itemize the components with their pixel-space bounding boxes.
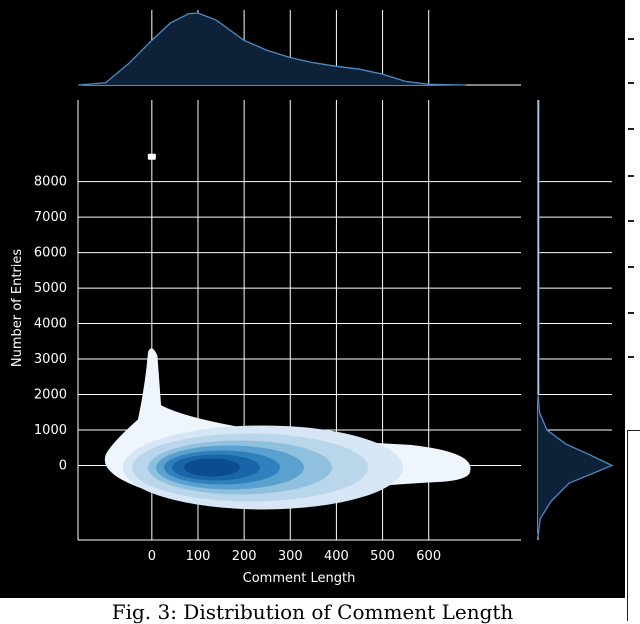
outlier-point [147, 153, 156, 160]
marginal-y-curve [537, 394, 614, 537]
y-tick-label: 8000 [34, 175, 67, 190]
x-tick-label: 0 [148, 549, 156, 564]
figure-caption: Fig. 3: Distribution of Comment Length [111, 600, 514, 624]
x-tick-label: 100 [186, 549, 211, 564]
joint-kde-chart: 0 100 200 300 400 500 600010002000300040005000… [10, 10, 614, 586]
kde-contour-level-7 [183, 458, 240, 477]
y-tick-label: 0 [59, 458, 67, 473]
x-tick-label: 200 [232, 549, 257, 564]
y-tick-label: 4000 [34, 317, 67, 332]
marginal-x-curve [77, 12, 466, 86]
x-tick-label: 600 [416, 549, 441, 564]
figure-panel: 0 100 200 300 400 500 600 0 1000 2000 3000 4000 5000… [0, 0, 625, 598]
marginal-y-fill [538, 394, 612, 537]
x-tick-label: 300 [278, 549, 303, 564]
y-tick-label: 6000 [34, 246, 67, 261]
kde-density-layer [104, 153, 471, 510]
x-axis-title: Comment Length [243, 571, 356, 586]
page-margin-strip [626, 0, 640, 623]
marginal-x-density [77, 12, 466, 86]
y-tick-label: 3000 [34, 352, 67, 367]
marginal-y-density [537, 100, 614, 537]
x-tick-label: 400 [324, 549, 349, 564]
y-tick-label: 7000 [34, 210, 67, 225]
marginal-x-fill [78, 13, 466, 85]
x-tick-label: 500 [370, 549, 395, 564]
y-axis-title: Number of Entries [10, 249, 25, 368]
y-tick-label: 2000 [34, 388, 67, 403]
adjacent-figure-edge [627, 430, 640, 621]
tick-labels: 0 100 200 300 400 500 600010002000300040005000… [34, 175, 441, 564]
y-tick-label: 5000 [34, 281, 67, 296]
y-tick-label: 1000 [34, 423, 67, 438]
